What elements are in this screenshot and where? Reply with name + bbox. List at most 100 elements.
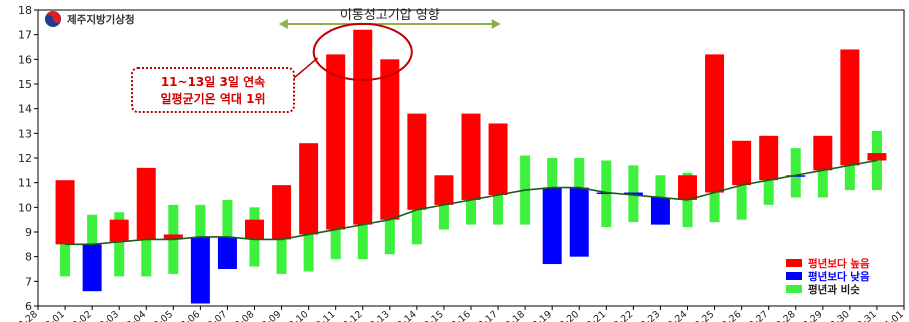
normal-range-bar [790,148,801,198]
x-tick-label: 03-11 [309,309,337,322]
normal-range-bar [330,202,341,260]
x-tick-label: 03-18 [499,309,527,322]
above-normal-bar [461,113,481,200]
below-normal-bar [82,244,102,292]
y-tick-label: 10 [18,201,32,214]
below-normal-bar [217,236,237,269]
below-normal-bar [650,197,670,225]
y-tick-label: 18 [18,4,32,17]
record-callout: 11~13일 3일 연속 일평균기온 역대 1위 [131,22,413,113]
above-normal-bar [299,143,319,235]
above-normal-bar [136,167,156,240]
y-tick-label: 15 [18,78,32,91]
x-tick-label: 03-06 [174,309,202,322]
normal-range-bar [114,212,125,277]
x-tick-label: 04-01 [878,309,906,322]
x-tick-label: 03-26 [715,309,743,322]
callout-line-2: 일평균기온 역대 1위 [160,91,265,106]
above-normal-bar [759,135,779,181]
above-normal-bar [840,49,860,166]
x-tick-label: 03-08 [228,309,256,322]
normal-mean-line [65,159,878,246]
above-normal-bar [867,153,887,161]
above-normal-bar [109,219,129,242]
y-tick-label: 17 [18,29,32,42]
x-tick-label: 03-30 [824,309,852,322]
normal-range-bar [736,155,747,220]
x-tick-label: 03-05 [147,309,175,322]
record-highlight-ellipse [312,22,413,81]
x-tick-label: 03-20 [553,309,581,322]
legend-label: 평년보다 낮음 [808,270,870,283]
legend-swatch [786,259,802,267]
x-tick-label: 03-23 [634,309,662,322]
logo: 제주지방기상청 [45,11,135,27]
above-normal-bar [353,29,373,225]
x-tick-label: 03-28 [769,309,797,322]
event-annotation: 이동성고기압 영향 [278,8,501,29]
x-tick-label: 03-27 [742,309,770,322]
legend-swatch [786,272,802,280]
x-tick-label: 03-01 [39,309,67,322]
legend-swatch [786,285,802,293]
legend-label: 평년보다 높음 [808,257,870,270]
y-tick-label: 11 [18,177,32,190]
x-tick-label: 03-10 [282,309,310,322]
event-arrowhead-right [491,19,501,29]
y-tick-label: 16 [18,53,32,66]
y-tick-label: 9 [25,226,32,239]
logo-text: 제주지방기상청 [67,13,135,26]
x-tick-label: 03-13 [364,309,392,322]
x-axis: 02-2803-0103-0203-0303-0403-0503-0603-07… [12,306,906,322]
normal-range-bar [763,160,774,205]
above-normal-bar [163,234,183,240]
above-normal-bar [272,185,292,240]
below-normal-bar [542,187,562,265]
below-normal-bar [623,192,643,195]
y-tick-label: 13 [18,127,32,140]
above-normal-bar [434,175,454,205]
above-normal-bar [245,219,264,240]
x-tick-label: 03-02 [66,309,94,322]
x-tick-label: 03-22 [607,309,635,322]
y-tick-label: 6 [25,300,32,313]
below-normal-bar [190,236,210,304]
callout-box [131,67,295,113]
y-tick-label: 14 [18,103,32,116]
y-tick-label: 8 [25,251,32,264]
above-normal-bar [678,175,697,200]
x-tick-label: 03-07 [201,309,229,322]
below-normal-bar [569,187,589,257]
above-normal-bar [705,54,725,193]
x-tick-label: 03-19 [526,309,554,322]
x-tick-label: 03-04 [120,309,148,322]
x-tick-label: 03-14 [391,309,419,322]
callout-leader-line [293,57,319,79]
above-normal-bar [326,54,346,230]
anomaly-bars [55,29,887,304]
legend-label: 평년과 비슷 [808,283,860,296]
x-tick-label: 03-21 [580,309,608,322]
x-tick-label: 03-09 [255,309,283,322]
x-tick-label: 03-25 [688,309,716,322]
x-tick-label: 03-29 [797,309,825,322]
normal-mean-line-group [65,159,878,246]
above-normal-bar [488,123,508,195]
x-tick-label: 03-17 [472,309,500,322]
callout-line-1: 11~13일 3일 연속 [161,74,265,89]
event-label: 이동성고기압 영향 [340,8,440,23]
x-tick-label: 03-03 [93,309,121,322]
event-arrowhead-left [278,19,288,29]
normal-range-bar [222,199,233,267]
above-normal-bar [55,180,75,245]
x-tick-label: 03-24 [661,309,689,322]
x-tick-label: 03-16 [445,309,473,322]
above-normal-bar [732,140,752,186]
x-tick-label: 03-15 [418,309,446,322]
y-tick-label: 7 [25,275,32,288]
x-tick-label: 03-12 [336,309,364,322]
y-tick-label: 12 [18,152,32,165]
x-tick-label: 03-31 [851,309,879,322]
